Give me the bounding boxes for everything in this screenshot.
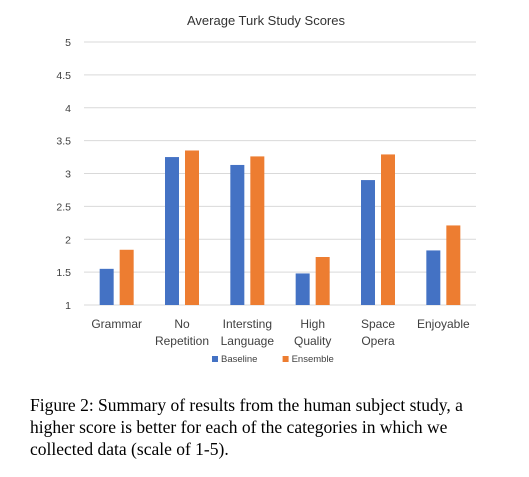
x-category-label: Language [221, 334, 275, 348]
x-category-label: Opera [361, 334, 395, 348]
bar-baseline [295, 273, 310, 305]
x-category-label: Enjoyable [417, 317, 470, 331]
bar-ensemble [250, 156, 265, 305]
y-tick-label: 4.5 [56, 70, 71, 82]
y-tick-label: 2 [65, 234, 71, 246]
bar-baseline [165, 157, 179, 305]
bar-baseline [361, 180, 375, 305]
y-tick-label: 4 [65, 103, 71, 115]
bar-ensemble [446, 225, 461, 305]
y-axis-tick-labels: 1 1.5 2 2.5 3 3.5 4 4.5 5 [56, 37, 71, 312]
chart-svg: Average Turk Study Scores 1 1.5 2 2.5 3 3.5 4 4… [56, 13, 476, 365]
legend-swatch-baseline [212, 356, 218, 362]
bar-baseline [99, 268, 114, 305]
x-category-label: No [174, 317, 190, 331]
x-category-label: High [300, 317, 325, 331]
bar-chart: Average Turk Study Scores 1 1.5 2 2.5 3 3.5 4 4… [56, 13, 476, 365]
gridlines [84, 41, 476, 306]
legend-label-baseline: Baseline [221, 354, 257, 365]
bar-baseline [426, 250, 441, 305]
bar-baseline [230, 164, 245, 305]
bar-ensemble [185, 150, 199, 305]
bar-ensemble [315, 257, 330, 305]
x-category-label: Intersting [223, 317, 272, 331]
x-axis-category-labels: Grammar No Repetition Intersting Language Hig… [91, 317, 470, 348]
x-category-label: Repetition [155, 334, 209, 348]
chart-title: Average Turk Study Scores [187, 13, 346, 28]
y-tick-label: 3 [65, 169, 71, 181]
x-category-label: Grammar [91, 317, 142, 331]
bar-ensemble [381, 154, 395, 305]
x-category-label: Space [361, 317, 395, 331]
legend-label-ensemble: Ensemble [292, 354, 334, 365]
bar-ensemble [119, 249, 134, 305]
y-tick-label: 3.5 [56, 136, 71, 148]
y-tick-label: 5 [65, 37, 71, 49]
figure-caption: Figure 2: Summary of results from the hu… [30, 395, 463, 459]
y-tick-label: 2.5 [56, 201, 71, 213]
legend-swatch-ensemble [282, 356, 289, 362]
x-category-label: Quality [294, 334, 331, 348]
bars [99, 150, 461, 305]
legend: Baseline Ensemble [212, 354, 334, 365]
y-tick-label: 1.5 [56, 267, 71, 279]
y-tick-label: 1 [65, 300, 71, 312]
